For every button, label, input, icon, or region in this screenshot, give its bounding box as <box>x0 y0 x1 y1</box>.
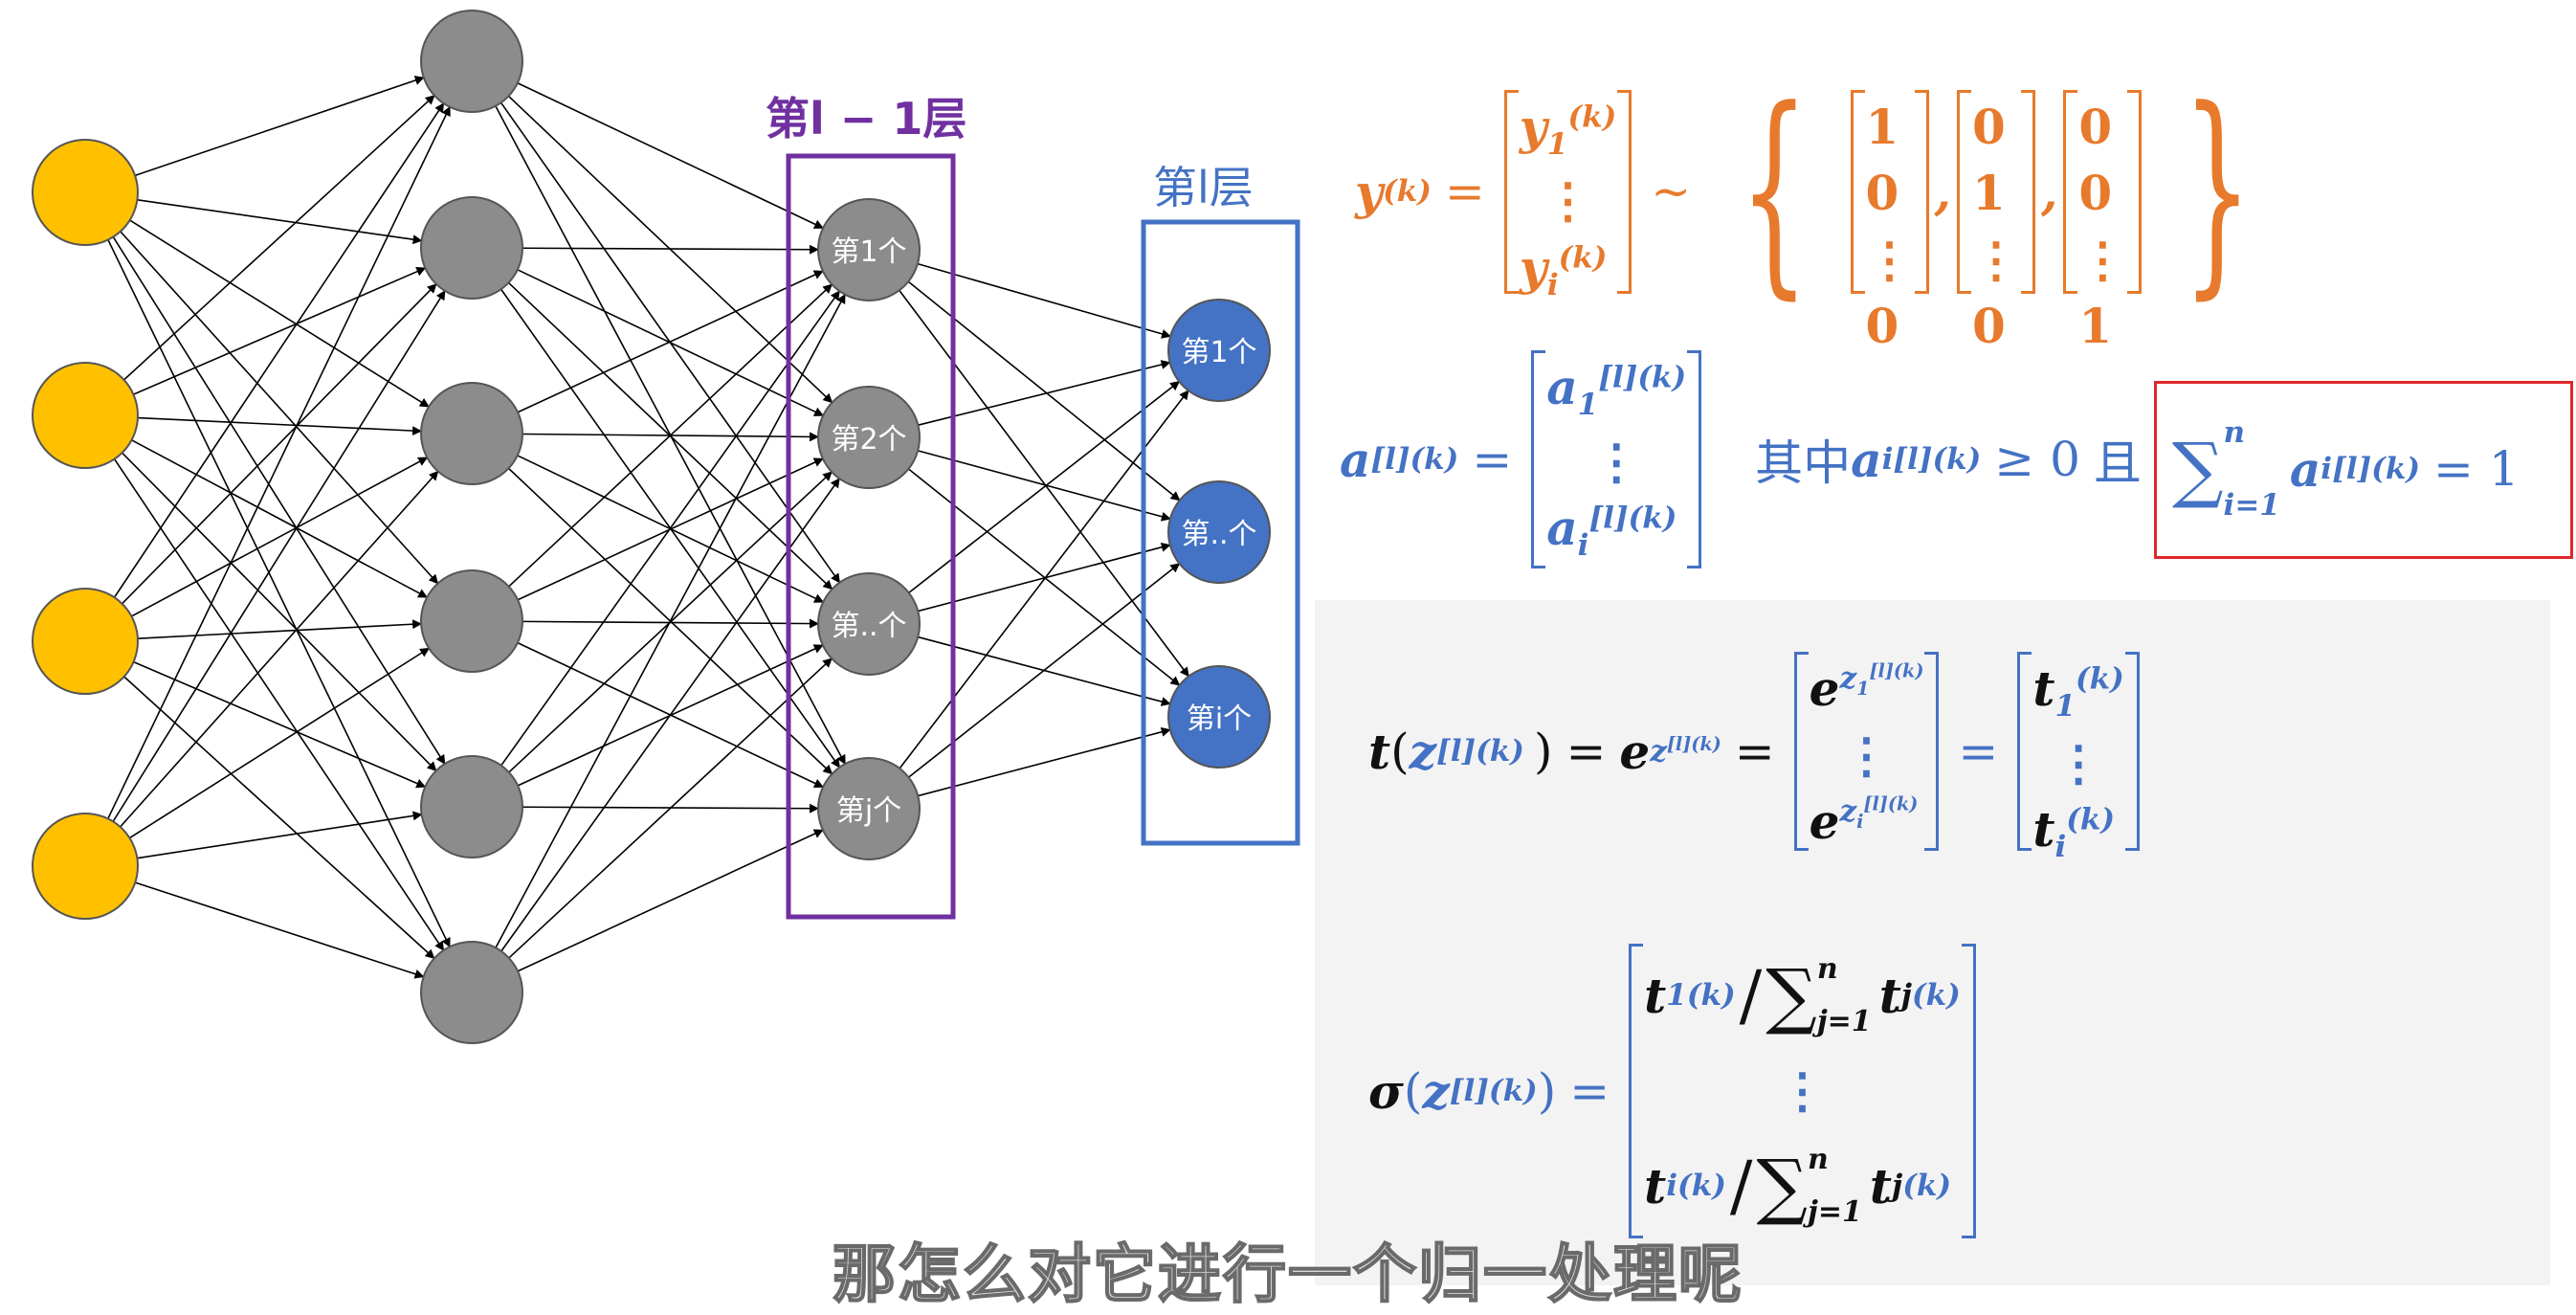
node-label: 第i个 <box>1187 702 1252 736</box>
connection-edge <box>133 267 427 395</box>
connection-edge <box>131 457 429 617</box>
layer-prev-node <box>817 572 921 676</box>
connection-edge <box>129 647 431 839</box>
connection-edge <box>133 660 427 789</box>
formula-a-definition: a [l](k) = a1[l](k) ⋮ ai[l](k) 其中 a i [l](k) ≥… <box>1340 349 2142 569</box>
connection-edge <box>899 289 1189 678</box>
connection-edge <box>113 102 445 598</box>
connection-edge <box>129 219 430 408</box>
connection-edge <box>107 105 451 819</box>
connection-edge <box>122 452 437 772</box>
input-node <box>32 588 139 695</box>
node-label: 第1个 <box>1181 336 1256 369</box>
softmax-panel <box>1315 600 2550 1285</box>
connection-edge <box>918 726 1171 797</box>
connection-edge <box>137 199 423 245</box>
formula-y-definition: y (k) = y1(k) ⋮ yi(k) ~ { 1 0 ⋮ 0, 0 1 ⋮ 0, 0 0 ⋮ 1 … <box>1355 63 2254 354</box>
input-node <box>32 813 139 920</box>
connection-edge <box>120 231 439 585</box>
layer-prev-node <box>817 757 921 860</box>
formula-t-definition: t(z [l](k)) = e z[l](k) = ez1[l](k) ⋮ ezi[l]… <box>1368 651 2145 864</box>
connection-edge <box>113 458 445 951</box>
layer-prev-box <box>786 153 956 920</box>
layer-prev-node <box>817 198 921 301</box>
connection-edge <box>918 360 1171 426</box>
connection-edge <box>522 244 820 255</box>
node-label: 第..个 <box>831 610 906 643</box>
connection-edge <box>908 381 1181 593</box>
hidden-node <box>420 10 523 113</box>
connection-edge <box>137 811 423 859</box>
connection-edge <box>112 236 446 765</box>
connection-edge <box>135 881 425 979</box>
connection-edge <box>517 82 825 229</box>
connection-edge <box>908 563 1181 778</box>
connection-edge <box>123 95 435 381</box>
video-subtitle: 那怎么对它进行一个归一处理呢 <box>832 1237 1743 1312</box>
node-label: 第j个 <box>836 794 901 828</box>
hidden-node <box>420 941 523 1044</box>
layer-label: 第l层 <box>1153 162 1254 213</box>
formula-softmax-definition: σ(z [l](k)) = t 1 (k) / ∑ n j=1 t j (k) ⋮ t i (k) / ∑ n… <box>1368 943 1982 1239</box>
node-label: 第2个 <box>831 423 906 457</box>
connection-edge <box>137 416 423 436</box>
onehot-vector: 0 0 ⋮ 1 <box>2063 89 2143 353</box>
connection-edge <box>917 450 1171 522</box>
connection-edge <box>500 478 840 952</box>
connection-edge <box>508 283 833 588</box>
connection-edge <box>120 470 439 828</box>
hidden-node <box>420 755 523 858</box>
normalization-constraint-highlight <box>2154 381 2573 559</box>
connection-edge <box>517 269 825 416</box>
layer-box <box>1141 219 1300 846</box>
input-node <box>32 139 139 246</box>
connection-edge <box>517 270 824 413</box>
hidden-node <box>420 569 523 673</box>
connection-edge <box>517 829 824 972</box>
connection-edge <box>137 619 423 639</box>
layer-node <box>1167 299 1271 402</box>
connection-edge <box>500 290 840 767</box>
onehot-vector: 1 0 ⋮ 0 <box>1850 89 1929 353</box>
hidden-node <box>420 382 523 485</box>
connection-edge <box>121 283 437 605</box>
node-label: 第1个 <box>831 235 906 269</box>
connection-edge <box>107 239 451 948</box>
node-label: 第..个 <box>1181 518 1256 551</box>
layer-prev-node <box>817 386 921 489</box>
connection-edge <box>899 390 1189 769</box>
input-node <box>32 362 139 469</box>
layer-node <box>1167 665 1271 769</box>
connection-edge <box>112 290 446 822</box>
connection-edge <box>134 76 425 177</box>
connection-edge <box>918 542 1171 613</box>
onehot-vector: 0 1 ⋮ 0 <box>1956 89 2035 353</box>
connection-edge <box>123 676 435 960</box>
connection-edge <box>508 658 833 959</box>
hidden-node <box>420 196 523 300</box>
connection-edge <box>907 280 1181 501</box>
formula-sum-constraint: ∑ n i=1 a i [l](k) = 1 <box>2172 415 2520 523</box>
connection-edge <box>917 262 1172 339</box>
connection-edge <box>131 439 429 598</box>
layer-node <box>1167 480 1271 584</box>
connection-edge <box>907 468 1181 686</box>
layer-prev-label: 第l − 1层 <box>766 93 967 145</box>
